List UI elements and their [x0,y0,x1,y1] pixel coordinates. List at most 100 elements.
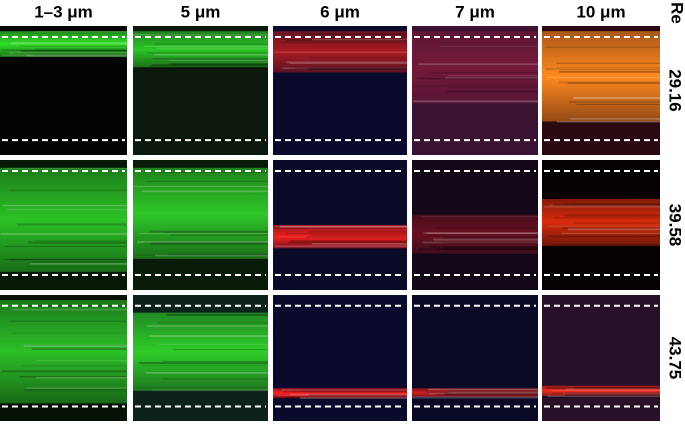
row-label: 29.16 [666,69,685,112]
streak [556,66,660,68]
streak [446,90,538,93]
micrograph [273,295,407,421]
streak [161,377,268,380]
streak [573,96,660,99]
streak [35,31,127,33]
streak [3,205,128,207]
streak [158,344,268,345]
streak [149,230,268,233]
streak [166,313,268,316]
streak [135,387,268,389]
streak [150,242,268,245]
streak [307,230,407,233]
streak [561,232,660,234]
streak [147,52,268,54]
streak [559,70,660,73]
streak [30,54,127,56]
streak [448,391,538,394]
streak [307,395,407,396]
streak [153,54,268,56]
streak [295,67,407,69]
streak [277,236,407,238]
streak [168,253,268,256]
streak [167,314,268,316]
streak [564,203,660,205]
streak [437,248,538,250]
streak [19,45,128,47]
streak [551,390,660,392]
signal-band [412,388,538,398]
streak [426,232,538,234]
streak [433,394,538,396]
micrograph [273,26,407,155]
streak [562,227,660,230]
streak [146,325,268,327]
streak [152,389,268,391]
streak [428,78,538,80]
micrograph [542,160,660,290]
streak [561,394,660,396]
streak [442,237,538,239]
signal-band [542,385,660,396]
streak [299,397,407,399]
streak [275,227,407,229]
streak [571,203,660,205]
streak [556,120,660,123]
streak [4,245,127,248]
streak [422,241,538,244]
micrograph [0,26,128,155]
streak [9,320,128,322]
streak [1,370,128,373]
streak [281,389,407,391]
micrograph [0,160,128,290]
streak [155,254,268,257]
streak [279,243,407,245]
streak [276,389,407,391]
micrograph [133,295,268,421]
streak [444,76,538,79]
streak [157,171,268,173]
streak [274,51,407,53]
streak [309,234,407,237]
streak [30,263,128,265]
streak [279,225,407,228]
micrograph [133,26,268,155]
micrograph [273,160,407,290]
streak [574,387,660,389]
streak [428,392,538,395]
streak [11,42,127,45]
streak [24,344,128,347]
streak [418,63,538,66]
streak [576,104,660,105]
streak [556,62,660,64]
streak [144,58,268,60]
streak [169,233,268,236]
streak [429,246,538,249]
streak [26,54,128,57]
streak [36,360,127,362]
streak [307,67,407,70]
streak [412,396,538,399]
streak [562,392,660,395]
streak [441,242,538,244]
streak [146,180,268,183]
streak [162,231,268,234]
streak [141,364,268,366]
streak [565,388,660,390]
streak [152,57,268,60]
streak [35,376,127,379]
streak [9,52,127,54]
streak [543,387,660,389]
streak [412,100,538,103]
streak [289,62,407,64]
streak [282,390,407,393]
micrograph-bg [542,295,660,421]
row-title: Re [668,2,685,24]
signal-band [412,214,538,254]
column-header: 10 μm [576,2,625,21]
streak [9,189,127,192]
signal-band [273,31,407,73]
signal-band [542,31,660,122]
streak [34,239,128,241]
